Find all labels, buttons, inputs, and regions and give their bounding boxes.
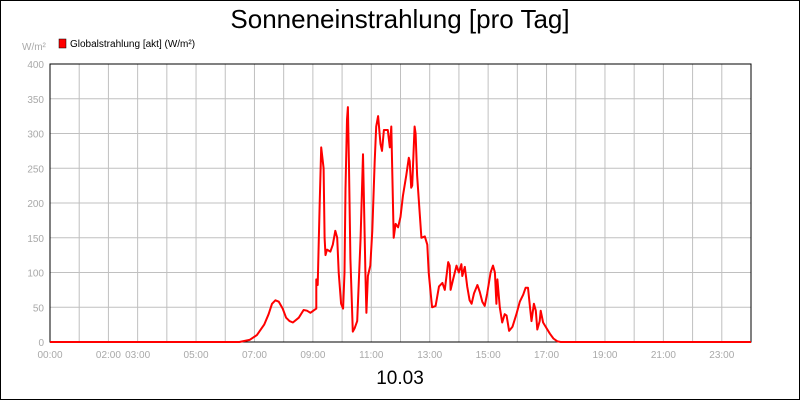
x-tick-label-0200: 02:00 bbox=[96, 350, 121, 361]
chart-title: Sonneneinstrahlung [pro Tag] bbox=[230, 4, 570, 34]
y-tick-label-400: 400 bbox=[27, 60, 44, 71]
y-tick-label-50: 50 bbox=[33, 303, 45, 314]
x-tick-label-1500: 15:00 bbox=[476, 350, 501, 361]
legend: Globalstrahlung [akt] (W/m²) bbox=[58, 38, 195, 50]
y-unit-label: W/m² bbox=[22, 42, 47, 53]
y-tick-label-100: 100 bbox=[27, 269, 44, 280]
y-tick-label-0: 0 bbox=[38, 338, 44, 349]
date-label: 10.03 bbox=[376, 368, 424, 389]
x-tick-label-1100: 11:00 bbox=[359, 350, 384, 361]
y-axis-ticks: 0 50 100 150 200 250 300 350 400 bbox=[27, 60, 44, 349]
x-axis-ticks: 00:00 02:00 03:00 05:00 07:00 09:00 11:00 13:00… bbox=[37, 350, 734, 361]
y-tick-label-150: 150 bbox=[27, 234, 44, 245]
y-tick-label-250: 250 bbox=[27, 164, 44, 175]
x-tick-label-0500: 05:00 bbox=[184, 350, 209, 361]
x-tick-label-1700: 17:00 bbox=[534, 350, 559, 361]
x-tick-label-2300: 23:00 bbox=[709, 350, 734, 361]
x-tick-label-0000: 00:00 bbox=[37, 350, 62, 361]
x-tick-label-0300: 03:00 bbox=[125, 350, 150, 361]
x-tick-label-0700: 07:00 bbox=[242, 350, 267, 361]
x-tick-label-0900: 09:00 bbox=[300, 350, 325, 361]
y-tick-label-200: 200 bbox=[27, 199, 44, 210]
legend-label-globalstrahlung: Globalstrahlung [akt] (W/m²) bbox=[70, 39, 195, 50]
x-tick-label-1900: 19:00 bbox=[592, 350, 617, 361]
plot-area-border bbox=[49, 63, 752, 343]
series-line-globalstrahlung bbox=[50, 106, 751, 343]
legend-swatch-globalstrahlung bbox=[58, 38, 67, 49]
x-tick-label-2100: 21:00 bbox=[651, 350, 676, 361]
y-tick-label-350: 350 bbox=[27, 95, 44, 106]
x-tick-label-1300: 13:00 bbox=[417, 350, 442, 361]
grid bbox=[50, 64, 751, 342]
series-layer bbox=[50, 106, 751, 343]
y-tick-label-300: 300 bbox=[27, 130, 44, 141]
